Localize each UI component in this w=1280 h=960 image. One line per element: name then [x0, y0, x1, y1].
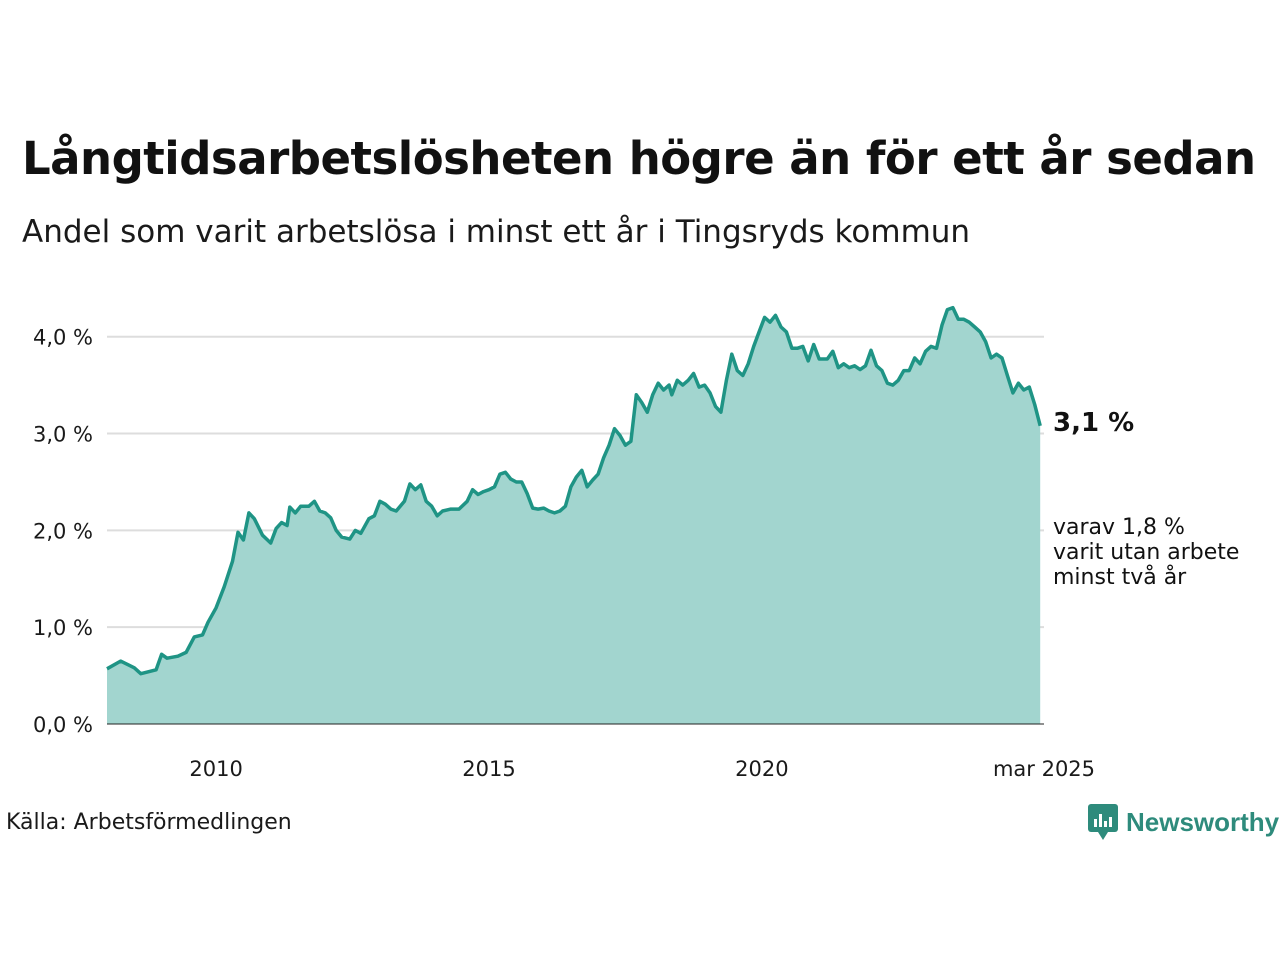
x-tick-label: 2020 [735, 757, 788, 781]
sub-annotation-line2: varit utan arbete [1053, 540, 1239, 565]
newsworthy-logo-icon [1088, 804, 1118, 840]
latest-total-value-label: 3,1 % [1053, 408, 1134, 438]
y-axis-ticks: 0,0 % 1,0 % 2,0 % 3,0 % 4,0 % [33, 326, 93, 737]
chart-title: Långtidsarbetslösheten högre än för ett … [22, 132, 1256, 185]
y-tick-label: 0,0 % [33, 713, 93, 737]
data-areas [106, 305, 1044, 725]
sub-annotation-line1: varav 1,8 % [1053, 515, 1185, 540]
total-longterm-unemployed-line [106, 305, 1042, 676]
logo-text: Newsworthy [1126, 806, 1280, 837]
chart-subtitle: Andel som varit arbetslösa i minst ett å… [22, 214, 971, 250]
y-tick-label: 1,0 % [33, 616, 93, 640]
sub-series-annotation: varav 1,8 % varit utan arbete minst två … [1053, 515, 1239, 590]
newsworthy-logo: Newsworthy [1088, 804, 1279, 840]
y-tick-label: 2,0 % [33, 519, 93, 543]
y-tick-label: 3,0 % [33, 423, 93, 447]
sub-annotation-line3: minst två år [1053, 564, 1187, 590]
total-longterm-unemployed-area [107, 307, 1041, 724]
x-axis-ticks: 2010 2015 2020 mar 2025 [189, 757, 1095, 781]
x-tick-label: mar 2025 [993, 757, 1095, 781]
source-note: Källa: Arbetsförmedlingen [6, 810, 292, 835]
x-tick-label: 2010 [189, 757, 242, 781]
x-tick-label: 2015 [462, 757, 515, 781]
y-tick-label: 4,0 % [33, 326, 93, 350]
